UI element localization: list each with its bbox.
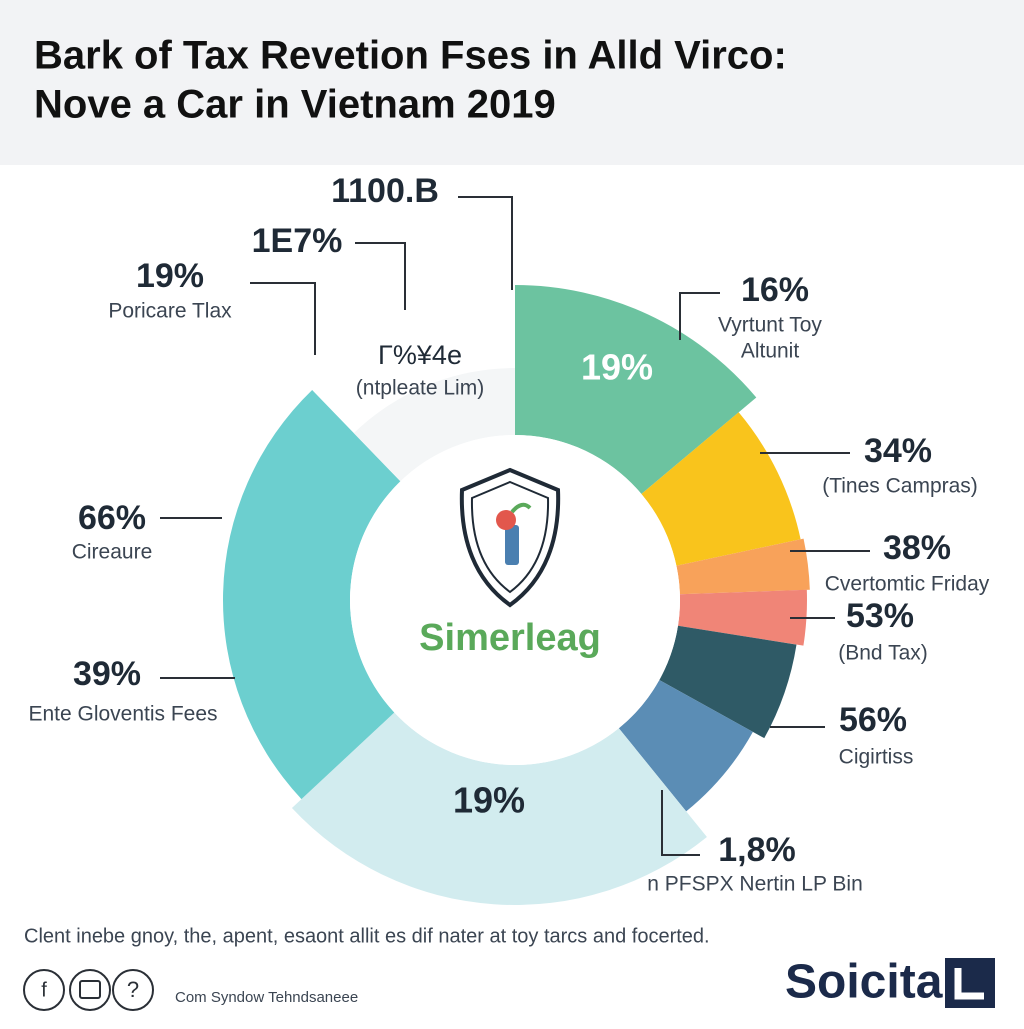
slice	[291, 712, 707, 905]
callout-value: 1100.B	[331, 172, 439, 210]
header-band	[0, 0, 1024, 165]
icon-glyph: ?	[127, 977, 139, 1002]
slice	[618, 679, 753, 812]
callout-label: Poricare Tlax	[108, 300, 232, 323]
callout-value: 56%	[839, 701, 907, 739]
callout-label: Cvertomtic Friday	[825, 573, 990, 596]
slice	[353, 368, 515, 482]
title-line: Bark of Tax Revetion Fses in Alld Virco:	[34, 34, 787, 78]
callout-value: 16%	[741, 271, 809, 309]
slice	[641, 412, 801, 566]
callout-label: Altunit	[741, 340, 800, 363]
callout-label: (Bnd Tax)	[838, 642, 928, 665]
slice	[676, 538, 810, 595]
slice	[659, 625, 797, 739]
leader-line	[679, 292, 720, 340]
title-line: Nove a Car in Vietnam 2019	[34, 83, 556, 127]
donut	[222, 285, 810, 905]
callout-label: Cireaure	[72, 541, 153, 564]
shield-icon	[459, 467, 561, 608]
callout-label: Ente Gloventis Fees	[28, 703, 217, 726]
callout-value: 1,8%	[718, 831, 796, 869]
callout-label: Cigirtiss	[839, 746, 914, 769]
slice-label: 19%	[581, 347, 653, 388]
callout-label: (Tines Campras)	[822, 475, 978, 498]
callout-value: 1E7%	[252, 222, 343, 260]
callout-label: n PFSPX Nertin LP Bin	[647, 873, 863, 896]
slice-label: 19%	[453, 780, 525, 821]
inner-note: (ntpleate Lim)	[356, 377, 484, 400]
slice	[677, 589, 807, 646]
slice	[515, 285, 757, 494]
callout-value: 39%	[73, 655, 141, 693]
callout-value: 66%	[78, 499, 146, 537]
leader-line	[355, 242, 406, 310]
icon-glyph: f	[41, 979, 47, 1001]
logo-mark	[945, 958, 995, 1008]
footer-logo: Soicita	[785, 956, 943, 1009]
callout-value: 19%	[136, 257, 204, 295]
footer-note: Clent inebe gnoy, the, apent, esaont all…	[24, 925, 710, 947]
callouts: 1100.B 1E7% 19% Poricare Tlax 16% Vyrtunt Toy…	[28, 172, 989, 896]
callout-label: Vyrtunt Toy	[718, 314, 822, 337]
footer-credit: Com Syndow Tehndsaneee	[175, 989, 358, 1006]
leader-line	[458, 196, 513, 290]
footer-icons: f ?	[23, 969, 154, 1011]
leader-line	[250, 282, 316, 355]
callout-value: 38%	[883, 529, 951, 567]
callout-value: 53%	[846, 597, 914, 635]
leader-line	[661, 790, 700, 856]
center-brand: Simerleag	[419, 617, 601, 659]
inner-note: Γ%¥4e	[378, 340, 462, 370]
slice	[222, 389, 401, 800]
callout-value: 34%	[864, 432, 932, 470]
